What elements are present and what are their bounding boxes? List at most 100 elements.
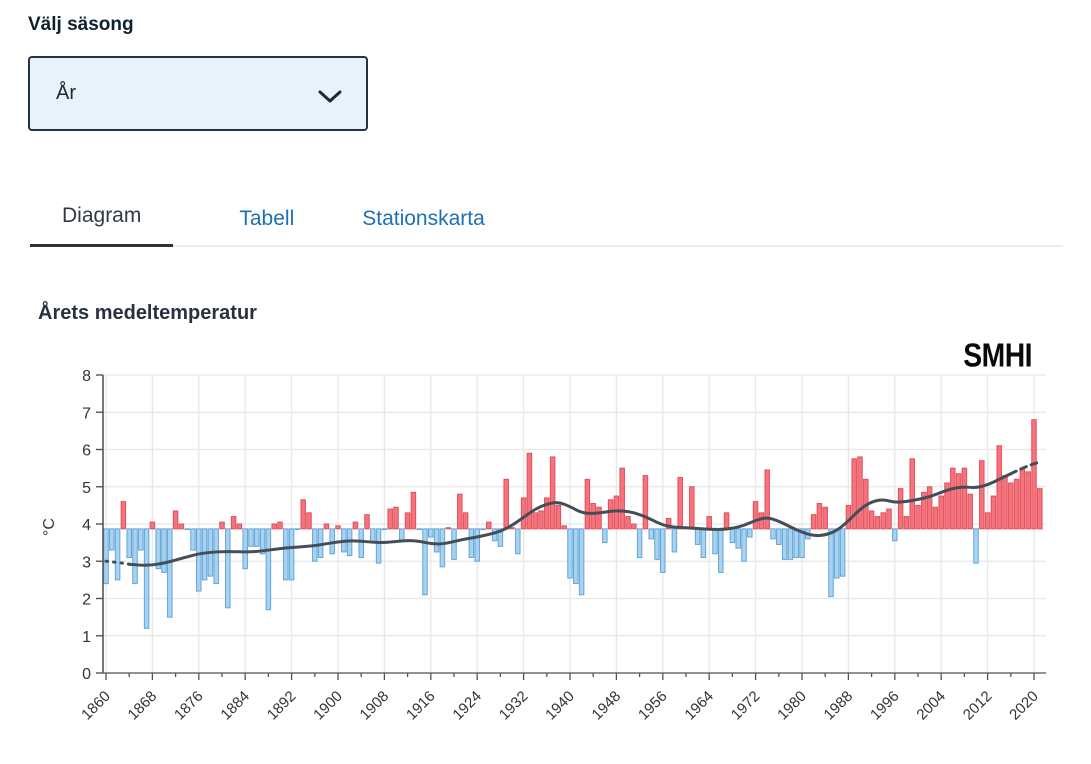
temperature-bar bbox=[139, 529, 144, 550]
temperature-bar bbox=[104, 529, 109, 584]
page-container: { "season": { "label": "Välj säsong", "s… bbox=[0, 0, 1091, 759]
temperature-bar bbox=[782, 529, 787, 560]
temperature-bar bbox=[469, 529, 474, 558]
svg-text:1988: 1988 bbox=[821, 688, 857, 724]
temperature-bar bbox=[585, 479, 590, 529]
temperature-bar bbox=[794, 529, 799, 558]
temperature-bar bbox=[974, 529, 979, 563]
temperature-bar bbox=[811, 515, 816, 529]
svg-text:1908: 1908 bbox=[357, 688, 393, 724]
temperature-bar bbox=[150, 522, 155, 529]
temperature-bar bbox=[991, 496, 996, 529]
temperature-bar bbox=[753, 502, 758, 529]
temperature-bar bbox=[376, 529, 381, 563]
temperature-bar bbox=[237, 524, 242, 529]
temperature-bar bbox=[168, 529, 173, 617]
season-dropdown[interactable]: År bbox=[28, 56, 368, 131]
temperature-bar bbox=[875, 517, 880, 529]
temperature-bar bbox=[614, 496, 619, 529]
temperature-bar bbox=[231, 517, 236, 529]
temperature-bar bbox=[626, 517, 631, 529]
temperature-bar bbox=[655, 529, 660, 560]
temperature-bar bbox=[562, 526, 567, 529]
temperature-bar bbox=[748, 529, 753, 537]
temperature-bar bbox=[678, 477, 683, 528]
svg-text:1964: 1964 bbox=[681, 688, 717, 724]
temperature-bar bbox=[336, 526, 341, 529]
temperature-bar bbox=[927, 487, 932, 529]
temperature-bar bbox=[487, 522, 492, 529]
temperature-bar bbox=[162, 529, 167, 573]
temperature-bar bbox=[127, 529, 132, 558]
svg-text:1: 1 bbox=[82, 629, 91, 646]
temperature-bar bbox=[324, 524, 329, 529]
temperature-bar bbox=[1020, 468, 1025, 529]
temperature-bar bbox=[1009, 483, 1014, 529]
temperature-bar bbox=[608, 500, 613, 529]
temperature-bar bbox=[365, 515, 370, 529]
temperature-bar bbox=[423, 529, 428, 595]
temperature-bar bbox=[724, 513, 729, 529]
temperature-bar bbox=[458, 494, 463, 529]
svg-text:3: 3 bbox=[82, 554, 91, 571]
tab-stationskarta[interactable]: Stationskarta bbox=[362, 199, 485, 247]
temperature-bar bbox=[980, 461, 985, 529]
svg-text:0: 0 bbox=[82, 666, 91, 683]
temperature-bar bbox=[295, 529, 300, 530]
svg-text:1956: 1956 bbox=[635, 688, 671, 724]
tab-tabell[interactable]: Tabell bbox=[239, 199, 294, 247]
svg-text:2004: 2004 bbox=[913, 688, 949, 724]
temperature-bar bbox=[179, 524, 184, 529]
temperature-bar bbox=[632, 524, 637, 529]
temperature-bar bbox=[185, 529, 190, 530]
temperature-bar bbox=[574, 529, 579, 584]
temperature-bar bbox=[858, 457, 863, 529]
temperature-bar bbox=[829, 529, 834, 597]
svg-text:2: 2 bbox=[82, 592, 91, 609]
temperature-bar bbox=[284, 529, 289, 580]
temperature-bar bbox=[417, 529, 422, 530]
temperature-bar bbox=[956, 474, 961, 529]
season-dropdown-value: År bbox=[30, 82, 76, 105]
temperature-bar bbox=[898, 489, 903, 529]
svg-text:5: 5 bbox=[82, 480, 91, 497]
temperature-bar bbox=[133, 529, 138, 584]
temperature-bar bbox=[835, 529, 840, 578]
svg-text:6: 6 bbox=[82, 443, 91, 460]
temperature-bar bbox=[434, 529, 439, 552]
temperature-bar bbox=[597, 507, 602, 529]
temperature-bar bbox=[411, 492, 416, 529]
tab-diagram[interactable]: Diagram bbox=[30, 196, 173, 247]
temperature-bar bbox=[788, 529, 793, 560]
temperature-bar bbox=[510, 528, 515, 529]
temperature-bar bbox=[904, 517, 909, 529]
temperature-bar bbox=[1038, 489, 1043, 529]
temperature-bar bbox=[916, 505, 921, 528]
svg-text:1948: 1948 bbox=[589, 688, 625, 724]
temperature-bar bbox=[266, 529, 271, 610]
temperature-bar bbox=[962, 468, 967, 529]
temperature-bar bbox=[823, 507, 828, 529]
svg-text:1900: 1900 bbox=[310, 688, 346, 724]
temperature-bar bbox=[121, 502, 126, 529]
temperature-bar bbox=[516, 529, 521, 554]
temperature-bar bbox=[463, 513, 468, 529]
temperature-bar bbox=[643, 476, 648, 529]
temperature-bar bbox=[301, 500, 306, 529]
temperature-bar bbox=[719, 529, 724, 573]
temperature-bar bbox=[661, 529, 666, 573]
temperature-bar bbox=[777, 529, 782, 545]
temperature-bar bbox=[951, 468, 956, 529]
temperature-bar bbox=[144, 529, 149, 628]
temperature-bar bbox=[353, 522, 358, 529]
svg-text:8: 8 bbox=[82, 368, 91, 385]
temperature-bar bbox=[243, 529, 248, 569]
svg-text:1940: 1940 bbox=[542, 688, 578, 724]
svg-text:1884: 1884 bbox=[217, 688, 253, 724]
temperature-chart-svg: 012345678°C18601868187618841892190019081… bbox=[30, 355, 1091, 759]
temperature-bar bbox=[226, 529, 231, 608]
temperature-bar bbox=[481, 529, 486, 530]
temperature-bar bbox=[771, 529, 776, 539]
temperature-bar bbox=[110, 529, 115, 550]
svg-text:4: 4 bbox=[82, 517, 91, 534]
